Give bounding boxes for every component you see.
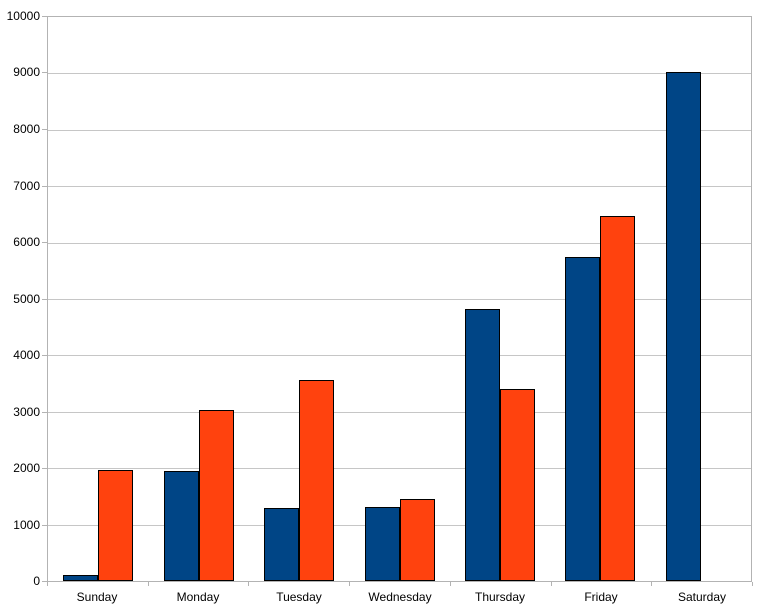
y-tick-9000	[42, 72, 47, 73]
bar-series-2-monday	[199, 410, 234, 581]
gridline-3000	[48, 412, 751, 413]
x-axis-label-thursday: Thursday	[474, 590, 526, 604]
gridline-2000	[48, 468, 751, 469]
x-axis-label-saturday: Saturday	[677, 590, 727, 604]
plot-area	[47, 16, 752, 582]
x-tick	[551, 582, 552, 586]
bar-series-1-friday	[565, 257, 600, 581]
x-axis-label-friday: Friday	[584, 590, 618, 604]
gridline-5000	[48, 299, 751, 300]
bar-series-1-saturday	[666, 72, 701, 581]
y-tick-5000	[42, 299, 47, 300]
y-tick-6000	[42, 242, 47, 243]
bar-series-1-sunday	[63, 575, 98, 581]
x-tick	[248, 582, 249, 586]
bar-series-2-tuesday	[299, 380, 334, 581]
bar-series-2-thursday	[500, 389, 535, 581]
x-axis-label-wednesday: Wednesday	[368, 590, 432, 604]
y-axis-label-6000: 6000	[13, 235, 40, 249]
bar-series-2-wednesday	[400, 499, 435, 581]
y-axis-label-2000: 2000	[13, 461, 40, 475]
y-tick-3000	[42, 412, 47, 413]
y-tick-0	[42, 581, 47, 582]
y-tick-10000	[42, 16, 47, 17]
bar-series-2-friday	[600, 216, 635, 581]
bar-series-1-tuesday	[264, 508, 299, 581]
bar-series-1-thursday	[465, 309, 500, 581]
x-tick	[47, 582, 48, 586]
x-axis-label-monday: Monday	[176, 590, 220, 604]
y-axis-label-5000: 5000	[13, 292, 40, 306]
y-axis-label-9000: 9000	[13, 65, 40, 79]
gridline-7000	[48, 186, 751, 187]
gridline-4000	[48, 355, 751, 356]
y-axis-label-1000: 1000	[13, 518, 40, 532]
y-axis-label-8000: 8000	[13, 122, 40, 136]
x-tick	[450, 582, 451, 586]
y-axis-label-3000: 3000	[13, 405, 40, 419]
y-axis-label-4000: 4000	[13, 348, 40, 362]
x-tick	[752, 582, 753, 586]
gridline-9000	[48, 73, 751, 74]
bar-series-1-wednesday	[365, 507, 400, 581]
y-tick-4000	[42, 355, 47, 356]
x-axis-label-sunday: Sunday	[76, 590, 118, 604]
y-tick-7000	[42, 186, 47, 187]
x-tick	[651, 582, 652, 586]
gridline-8000	[48, 130, 751, 131]
y-tick-1000	[42, 525, 47, 526]
x-tick	[349, 582, 350, 586]
y-axis-label-10000: 10000	[6, 9, 40, 23]
bar-series-2-sunday	[98, 470, 133, 581]
bar-series-1-monday	[164, 471, 199, 581]
x-axis-label-tuesday: Tuesday	[276, 590, 322, 604]
x-tick	[148, 582, 149, 586]
gridline-6000	[48, 243, 751, 244]
y-axis-label-7000: 7000	[13, 179, 40, 193]
y-tick-8000	[42, 129, 47, 130]
y-tick-2000	[42, 468, 47, 469]
y-axis-label-0: 0	[33, 574, 40, 588]
